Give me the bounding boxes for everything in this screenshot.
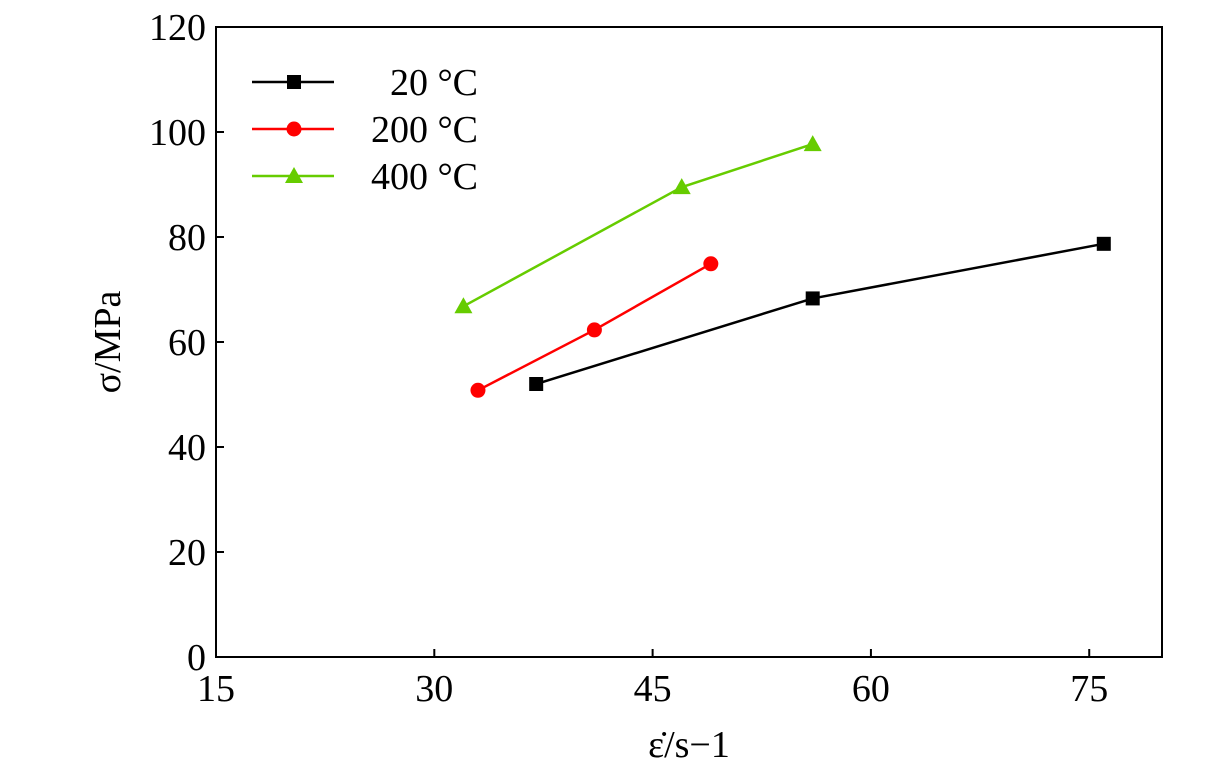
legend-label: 20 °C bbox=[390, 62, 478, 104]
x-tick-label: 45 bbox=[634, 668, 672, 710]
data-point bbox=[672, 178, 691, 195]
x-tick-label: 30 bbox=[415, 668, 453, 710]
legend: 20 °C 200 °C 400 °C bbox=[252, 62, 478, 198]
series-0 bbox=[529, 236, 1111, 391]
legend-label: 200 °C bbox=[371, 109, 478, 151]
y-tick-label: 0 bbox=[187, 637, 206, 679]
y-tick-label: 80 bbox=[168, 217, 206, 259]
data-point bbox=[454, 297, 473, 314]
x-axis-label: ε̇/s−1 bbox=[648, 724, 730, 766]
x-tick-label: 75 bbox=[1070, 668, 1108, 710]
data-point bbox=[586, 322, 602, 338]
legend-marker bbox=[286, 121, 302, 137]
y-tick-label: 40 bbox=[168, 427, 206, 469]
legend-label: 400 °C bbox=[371, 156, 478, 198]
series-group bbox=[454, 135, 1111, 398]
data-point bbox=[529, 377, 544, 391]
series-line bbox=[462, 142, 814, 308]
y-axis-label: σ/MPa bbox=[87, 290, 129, 393]
data-point bbox=[703, 256, 719, 272]
plot-frame bbox=[215, 26, 1163, 658]
series-2 bbox=[454, 135, 822, 314]
legend-item: 20 °C bbox=[252, 62, 478, 104]
x-tick-label: 60 bbox=[852, 668, 890, 710]
y-tick-label: 100 bbox=[149, 112, 206, 154]
legend-item: 400 °C bbox=[252, 156, 478, 198]
data-point bbox=[470, 382, 486, 398]
data-point bbox=[805, 291, 820, 306]
x-tick-label: 15 bbox=[197, 668, 235, 710]
legend-marker bbox=[285, 167, 303, 183]
series-1 bbox=[470, 256, 719, 398]
y-tick-label: 120 bbox=[149, 7, 206, 49]
data-point bbox=[803, 135, 822, 152]
axes: 15 30 45 60 75 0 20 40 60 80 100 120 ε̇/s−1 σ/MPa bbox=[87, 7, 1163, 766]
legend-item: 200 °C bbox=[252, 109, 478, 151]
y-tick-label: 60 bbox=[168, 322, 206, 364]
data-point bbox=[1096, 236, 1111, 251]
legend-marker bbox=[287, 75, 301, 89]
y-tick-label: 20 bbox=[168, 532, 206, 574]
